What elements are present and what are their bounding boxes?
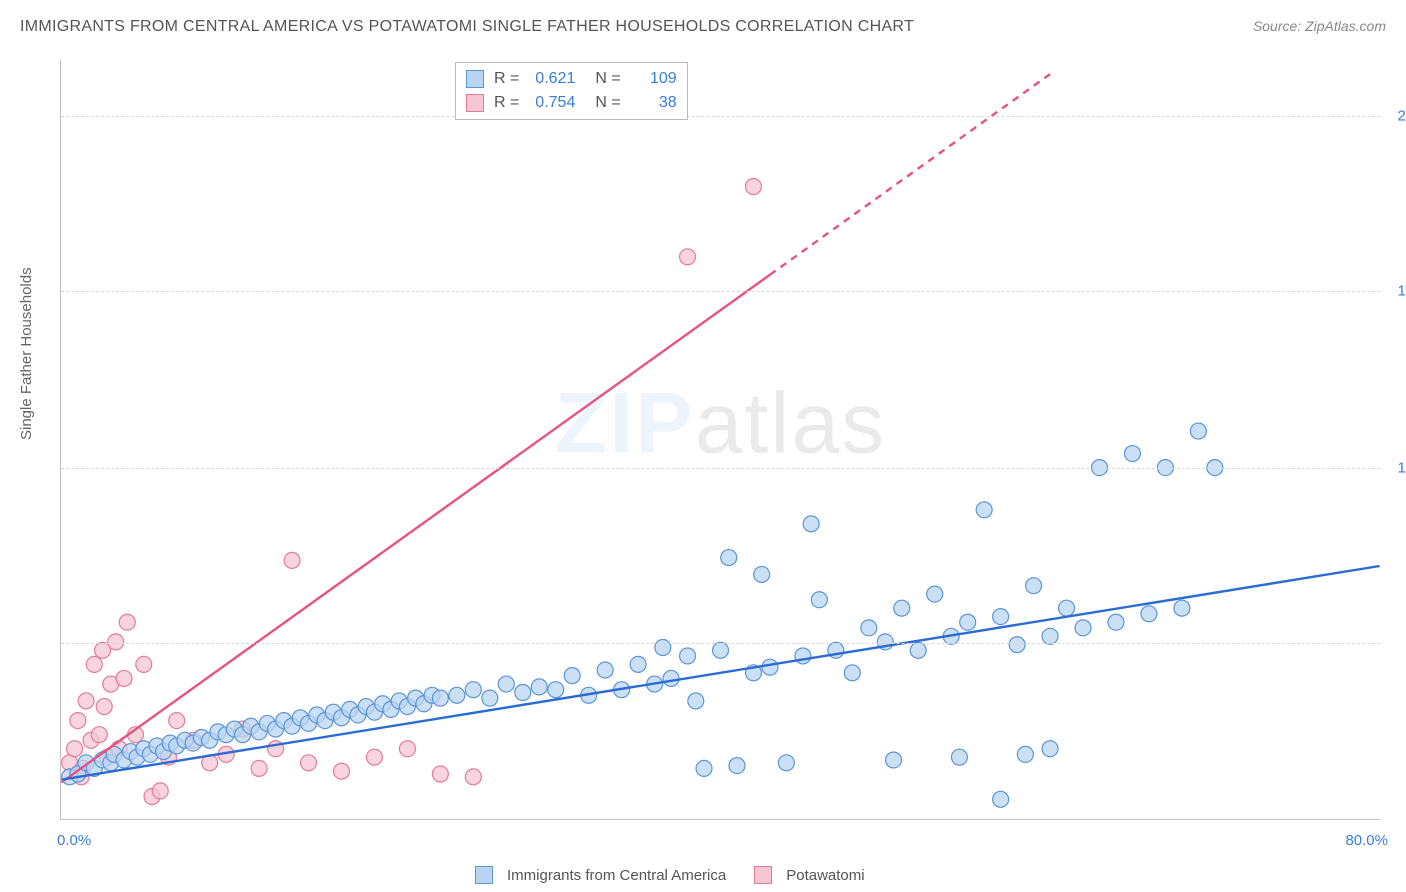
source-credit: Source: ZipAtlas.com bbox=[1253, 18, 1386, 34]
legend: Immigrants from Central America Potawato… bbox=[475, 866, 865, 884]
r-value-a: 0.621 bbox=[525, 67, 575, 91]
y-tick: 12.5% bbox=[1385, 460, 1406, 477]
plot-area: ZIPatlas 0.0% 80.0% 6.3%12.5%18.8%25.0% bbox=[60, 60, 1380, 820]
correlation-box: R = 0.621 N = 109 R = 0.754 N = 38 bbox=[455, 62, 688, 120]
gridline bbox=[61, 643, 1380, 644]
gridline bbox=[61, 291, 1380, 292]
n-label: N = bbox=[595, 91, 620, 115]
y-tick: 25.0% bbox=[1385, 108, 1406, 125]
swatch-icon bbox=[754, 866, 772, 884]
r-value-b: 0.754 bbox=[525, 91, 575, 115]
x-tick-min: 0.0% bbox=[57, 832, 91, 849]
corr-row-b: R = 0.754 N = 38 bbox=[466, 91, 677, 115]
n-label: N = bbox=[595, 67, 620, 91]
y-tick: 6.3% bbox=[1385, 634, 1406, 651]
chart-svg bbox=[61, 60, 1380, 819]
x-tick-max: 80.0% bbox=[1345, 832, 1388, 849]
legend-label-a: Immigrants from Central America bbox=[507, 867, 726, 884]
r-label: R = bbox=[494, 67, 519, 91]
y-tick: 18.8% bbox=[1385, 282, 1406, 299]
swatch-icon bbox=[466, 70, 484, 88]
gridline bbox=[61, 116, 1380, 117]
gridline bbox=[61, 468, 1380, 469]
r-label: R = bbox=[494, 91, 519, 115]
chart-title: IMMIGRANTS FROM CENTRAL AMERICA VS POTAW… bbox=[20, 18, 914, 36]
legend-label-b: Potawatomi bbox=[786, 867, 864, 884]
y-axis-label: Single Father Households bbox=[18, 267, 35, 440]
corr-row-a: R = 0.621 N = 109 bbox=[466, 67, 677, 91]
n-value-b: 38 bbox=[627, 91, 677, 115]
swatch-icon bbox=[475, 866, 493, 884]
n-value-a: 109 bbox=[627, 67, 677, 91]
swatch-icon bbox=[466, 94, 484, 112]
